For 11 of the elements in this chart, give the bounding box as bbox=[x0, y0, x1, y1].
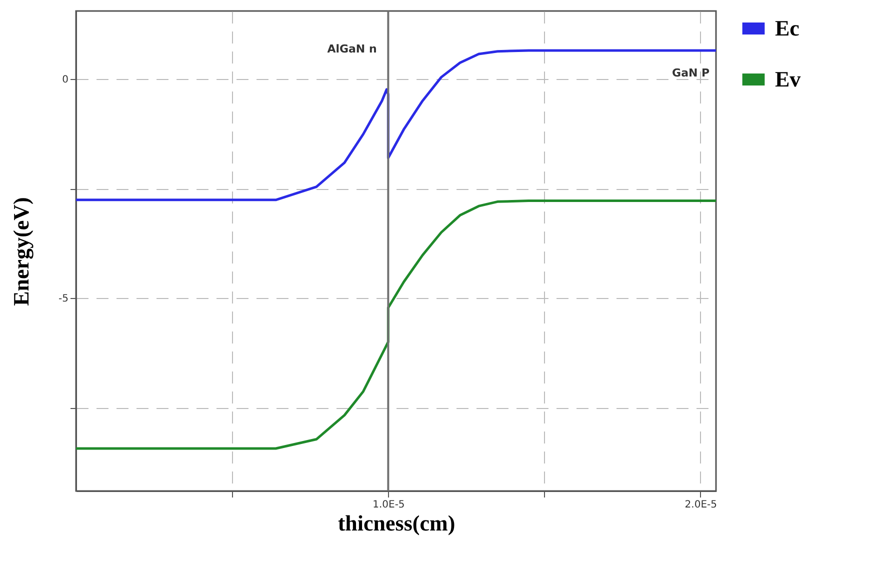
y-tick-label: -5 bbox=[58, 294, 68, 305]
legend-label: Ec bbox=[775, 16, 800, 40]
x-tick-label: 2.0E-5 bbox=[684, 500, 717, 510]
legend-label: Ev bbox=[775, 66, 801, 92]
annotation: AlGaN n bbox=[327, 42, 377, 56]
x-tick-label: 1.0E-5 bbox=[372, 500, 405, 510]
x-axis-title: thicness(cm) bbox=[338, 510, 456, 536]
y-tick-label: 0 bbox=[62, 74, 68, 86]
line-series bbox=[74, 200, 718, 450]
y-axis-title: Energy(eV) bbox=[8, 197, 34, 306]
annotation: GaN P bbox=[672, 66, 710, 80]
